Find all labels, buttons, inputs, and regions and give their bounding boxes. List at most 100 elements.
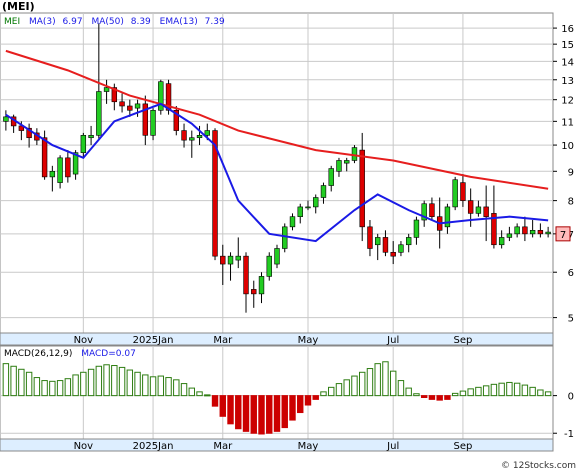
macd-bar-negative xyxy=(227,395,234,425)
macd-bar-positive xyxy=(335,383,343,397)
candle xyxy=(212,128,218,261)
macd-bar-negative xyxy=(219,395,226,417)
candle xyxy=(258,272,265,304)
candle-body-up xyxy=(421,203,427,221)
candle-body-up xyxy=(344,160,350,164)
candle-body-up xyxy=(96,91,102,136)
price-tick-label: 14 xyxy=(561,57,574,68)
candle-body-down xyxy=(522,226,528,235)
macd-bar-positive xyxy=(165,377,172,397)
candle xyxy=(359,132,365,242)
macd-bar-positive xyxy=(49,380,56,397)
macd-bar-positive xyxy=(188,387,196,397)
candle xyxy=(266,252,272,281)
legend-ma50-value: 8.39 xyxy=(131,17,151,27)
legend-ema13-value: 7.39 xyxy=(205,17,225,27)
candle xyxy=(127,99,133,117)
candle-body-up xyxy=(328,168,334,186)
candle xyxy=(452,176,458,211)
price-tick-label: 12 xyxy=(561,96,574,107)
macd-bar-negative xyxy=(273,395,281,432)
candle xyxy=(491,185,497,249)
price-tick-label: 8 xyxy=(568,197,574,208)
macd-bar-positive xyxy=(103,364,110,397)
macd-bar-positive xyxy=(366,368,374,397)
candle-body-down xyxy=(483,206,489,217)
candle-body-up xyxy=(514,226,520,235)
macd-bar-negative xyxy=(428,395,436,400)
candle-body-up xyxy=(313,197,319,208)
candle xyxy=(328,165,334,192)
legend-ticker: MEI xyxy=(4,17,20,27)
macd-bar-positive xyxy=(10,365,17,397)
macd-bar-positive xyxy=(359,371,366,397)
candle-body-up xyxy=(351,147,358,161)
candle-body-down xyxy=(26,127,32,139)
month-label: May xyxy=(298,335,319,346)
macd-bar-negative xyxy=(266,395,273,434)
candle-body-up xyxy=(158,81,164,111)
candle-body-down xyxy=(537,230,544,235)
macd-bar-positive xyxy=(126,369,134,397)
candle xyxy=(142,95,149,146)
candle xyxy=(65,150,71,183)
candle xyxy=(313,194,319,214)
price-tick-label: 9 xyxy=(568,167,574,178)
price-month-labels: Nov 2025Jan Mar May Jul Sep xyxy=(74,335,473,346)
candle xyxy=(529,220,536,238)
macd-bar-positive xyxy=(544,391,552,397)
month-label: Jul xyxy=(386,335,399,346)
candle xyxy=(103,79,110,104)
candle xyxy=(320,182,327,204)
macd-bar-positive xyxy=(196,391,203,397)
candle xyxy=(189,130,195,158)
month-label: 2025Jan xyxy=(133,335,174,346)
chart-legend: MEI MA(3) 6.97 MA(50) 8.39 EMA(13) 7.39 xyxy=(4,17,225,27)
price-tick-label: 16 xyxy=(561,24,574,35)
candle-body-down xyxy=(243,255,249,295)
candle-body-down xyxy=(173,109,179,131)
month-label: Sep xyxy=(453,335,472,346)
candle-body-down xyxy=(429,203,435,217)
candle-body-up xyxy=(57,157,63,183)
macd-panel: -1 0 MACD(26,12,9) MACD=0.07 xyxy=(0,345,574,440)
candle-body-up xyxy=(452,179,458,208)
candle xyxy=(289,213,296,231)
macd-bar-positive xyxy=(459,390,467,397)
macd-bar-positive xyxy=(467,388,474,397)
macd-tick-label: -1 xyxy=(564,429,574,440)
macd-bar-positive xyxy=(41,380,48,397)
legend-ma3-value: 6.97 xyxy=(63,17,83,27)
macd-bar-positive xyxy=(118,366,126,397)
candle xyxy=(475,200,482,217)
month-label: Mar xyxy=(213,335,233,346)
candle xyxy=(390,241,396,265)
macd-bar-negative xyxy=(235,395,242,430)
macd-month-labels: Nov 2025Jan Mar May Jul Sep xyxy=(74,441,473,452)
candle xyxy=(134,99,141,117)
candle-body-up xyxy=(88,135,94,139)
candle-body-down xyxy=(111,87,118,103)
candle xyxy=(119,93,125,113)
macd-histogram xyxy=(2,361,552,435)
candle xyxy=(235,237,241,269)
candle xyxy=(26,123,32,148)
macd-bar-positive xyxy=(413,393,420,397)
candle xyxy=(196,125,203,146)
ema13-line xyxy=(5,102,549,243)
candle xyxy=(429,197,435,221)
candle-body-up xyxy=(320,185,327,198)
macd-tick-label: 0 xyxy=(568,392,574,403)
month-label: Jul xyxy=(386,441,399,452)
macd-bar-positive xyxy=(64,378,72,397)
candle xyxy=(444,203,451,234)
macd-bar-positive xyxy=(389,370,397,397)
macd-bar-positive xyxy=(95,365,103,397)
candle xyxy=(57,155,63,189)
macd-bar-negative xyxy=(420,395,428,399)
price-tick-label: 13 xyxy=(561,76,574,87)
candle-body-down xyxy=(491,213,497,246)
price-tick-label: 10 xyxy=(561,141,574,152)
last-price-tag-box xyxy=(555,226,571,242)
